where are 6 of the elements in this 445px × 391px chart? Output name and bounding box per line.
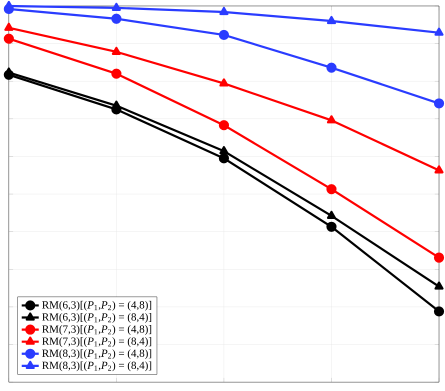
legend-label: RM(7,3)[(P$_{1}$,P$_{2}$) = (4,8)] (42, 325, 152, 335)
legend-label: RM(7,3)[(P$_{1}$,P$_{2}$) = (8,4)] (42, 337, 152, 348)
legend-label: RM(6,3)[(P$_{1}$,P$_{2}$) = (8,4)] (42, 312, 152, 323)
legend-label: RM(8,3)[(P$_{1}$,P$_{2}$) = (4,8)] (42, 349, 152, 360)
legend-label: RM(8,3)[(P$_{1}$,P$_{2}$) = (8,4)] (42, 361, 152, 372)
legend-label: RM(6,3)[(P$_{1}$,P$_{2}$) = (4,8)] (42, 300, 152, 311)
